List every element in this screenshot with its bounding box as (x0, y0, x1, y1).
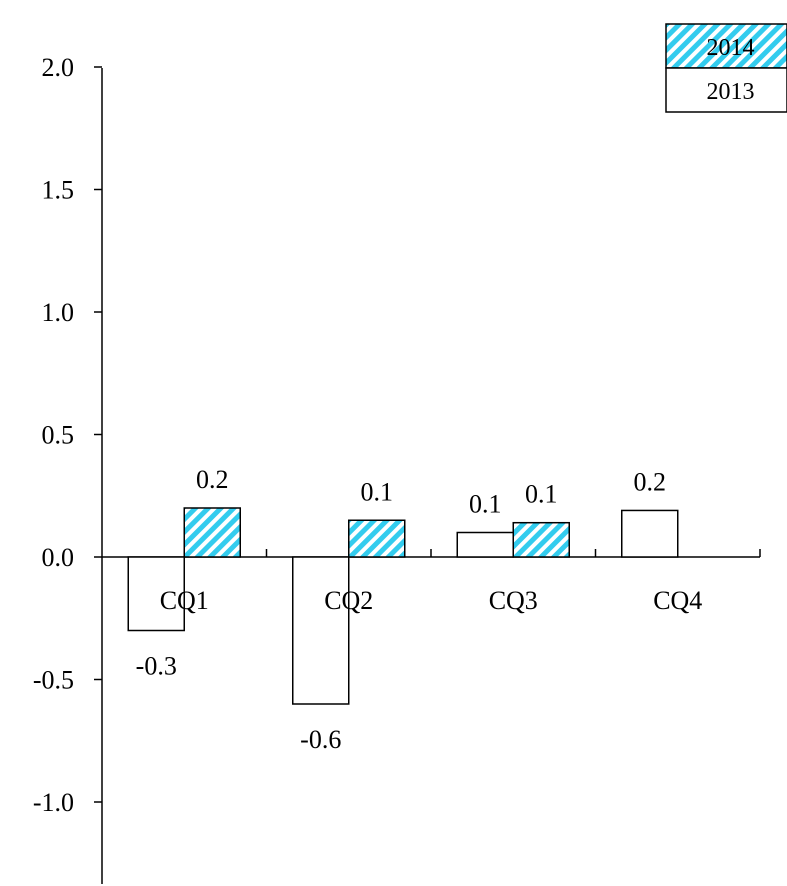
bar-2014-cq3 (512, 521, 570, 558)
data-label-2014-cq3: 0.1 (525, 480, 558, 509)
data-labels: -0.3 0.2 CQ1 -0.6 0.1 CQ2 0.1 0.1 CQ3 0.2 CQ4 (136, 465, 703, 754)
y-tick-label: -0.5 (33, 666, 74, 695)
legend: 2014 2013 (665, 23, 787, 113)
bar-2013-cq2 (292, 556, 350, 705)
bar-2013-cq4 (621, 509, 679, 558)
legend-swatch-2013 (665, 67, 787, 113)
data-label-2013-cq2: -0.6 (300, 725, 341, 754)
data-label-2013-cq1: -0.3 (136, 652, 177, 681)
y-tick-label: 0.5 (42, 421, 75, 450)
legend-swatch-2014 (665, 23, 787, 69)
bar-2014-cq1 (183, 507, 241, 558)
y-tick-label: 2.0 (42, 53, 75, 82)
y-tick-label: 0.0 (42, 543, 75, 572)
axes: 2.0 1.5 1.0 0.5 0.0 -0.5 -1.0 (33, 53, 761, 884)
data-label-2013-cq4: 0.2 (634, 467, 667, 496)
y-tick-label: 1.5 (42, 176, 75, 205)
y-tick-label: 1.0 (42, 298, 75, 327)
category-label-cq1: CQ1 (160, 586, 209, 615)
category-label-cq3: CQ3 (489, 586, 538, 615)
data-label-2014-cq1: 0.2 (196, 465, 229, 494)
data-label-2014-cq2: 0.1 (361, 477, 394, 506)
legend-label-2014: 2014 (707, 35, 755, 61)
category-label-cq2: CQ2 (324, 586, 373, 615)
y-tick-label: -1.0 (33, 788, 74, 817)
bar-2014-cq2 (348, 519, 406, 558)
bars (127, 507, 679, 705)
data-label-2013-cq3: 0.1 (469, 490, 502, 519)
legend-label-2013: 2013 (707, 79, 755, 105)
bar-2013-cq3 (456, 531, 514, 558)
bar-2013-cq1 (127, 556, 185, 632)
category-label-cq4: CQ4 (653, 586, 702, 615)
